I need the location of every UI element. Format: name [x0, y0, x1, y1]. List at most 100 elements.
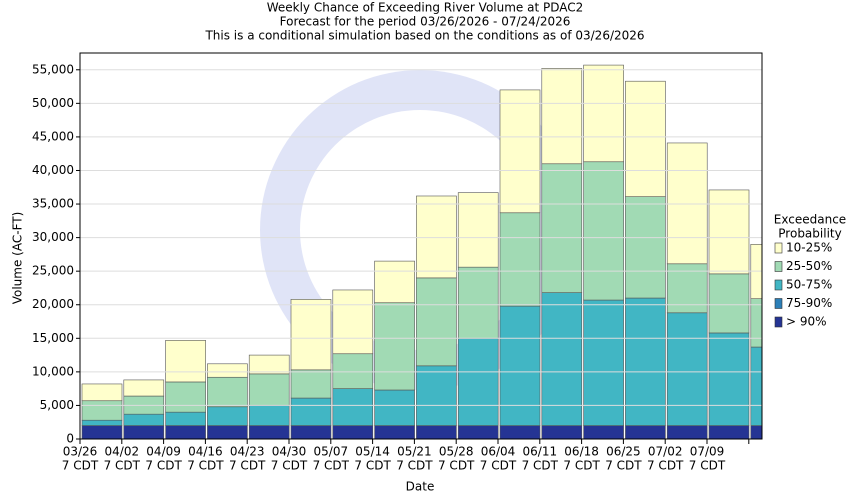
- bar-segment: [583, 64, 624, 163]
- plot-frame: [79, 52, 763, 440]
- legend-swatch: [774, 279, 783, 291]
- chart-title: Weekly Chance of Exceeding River Volume …: [267, 1, 584, 15]
- legend-title: Exceedance: [774, 213, 846, 227]
- x-tick-sublabel: 7 CDT: [396, 459, 433, 473]
- bar-segment: [708, 189, 750, 275]
- bar-segment: [165, 340, 206, 383]
- bar-segment: [583, 425, 624, 439]
- bar-segment: [165, 425, 206, 439]
- x-tick-sublabel: 7 CDT: [62, 459, 99, 473]
- x-tick-sublabel: 7 CDT: [563, 459, 600, 473]
- bar-segment: [332, 353, 374, 389]
- y-tick-label: 45,000: [32, 129, 74, 143]
- bar-segment: [81, 425, 123, 439]
- bar-segment: [248, 425, 290, 439]
- y-tick-label: 5,000: [40, 398, 74, 412]
- x-tick-sublabel: 7 CDT: [145, 459, 182, 473]
- bar-segment: [541, 425, 583, 439]
- bar-segment: [290, 369, 332, 399]
- bar-segment: [499, 305, 541, 426]
- x-tick-sublabel: 7 CDT: [605, 459, 642, 473]
- legend-swatch: [774, 298, 783, 309]
- x-tick-label: 05/07: [314, 445, 349, 459]
- x-axis-label: Date: [406, 480, 435, 494]
- x-tick-label: 04/30: [272, 445, 307, 459]
- y-tick-label: 25,000: [32, 264, 74, 278]
- bar-segment: [666, 142, 708, 265]
- x-tick-label: 06/18: [564, 445, 599, 459]
- bar-segment: [332, 289, 374, 355]
- x-tick-sublabel: 7 CDT: [104, 459, 141, 473]
- y-tick-label: 20,000: [32, 297, 74, 311]
- bar-segment: [123, 425, 165, 439]
- bar-segment: [248, 354, 290, 375]
- bar-segment: [499, 89, 541, 214]
- bar-segment: [625, 297, 666, 426]
- plot-area: [81, 64, 762, 439]
- x-tick-label: 04/02: [105, 445, 140, 459]
- x-tick-sublabel: 7 CDT: [187, 459, 224, 473]
- x-tick-label: 05/28: [439, 445, 474, 459]
- bar-segment: [750, 346, 762, 426]
- chart-subtitle: This is a conditional simulation based o…: [204, 29, 644, 43]
- y-tick-label: 35,000: [32, 197, 74, 211]
- bar-segment: [457, 338, 499, 426]
- legend-swatch: [774, 242, 783, 254]
- x-tick-label: 05/14: [355, 445, 390, 459]
- bar-segment: [248, 373, 290, 406]
- bar-segment: [207, 376, 248, 408]
- x-tick-sublabel: 7 CDT: [271, 459, 308, 473]
- bar-segment: [165, 381, 206, 413]
- bar-segment: [583, 161, 624, 301]
- bar-segment: [750, 425, 762, 439]
- x-tick-sublabel: 7 CDT: [438, 459, 475, 473]
- bar-segment: [332, 388, 374, 426]
- bar-segment: [541, 163, 583, 293]
- legend-label: 10-25%: [786, 241, 832, 255]
- x-tick-sublabel: 7 CDT: [313, 459, 350, 473]
- legend-swatch: [774, 261, 783, 272]
- x-tick-label: 06/04: [481, 445, 516, 459]
- bar-segment: [416, 195, 457, 279]
- legend-label: 75-90%: [786, 296, 832, 310]
- bar-segment: [207, 406, 248, 426]
- bar-segment: [290, 299, 332, 371]
- x-tick-label: 04/16: [188, 445, 223, 459]
- bar-segment: [541, 68, 583, 165]
- y-axis-label: Volume (AC-FT): [11, 212, 25, 305]
- legend-title: Probability: [778, 227, 841, 241]
- x-tick-label: 04/09: [146, 445, 181, 459]
- x-tick-label: 06/11: [523, 445, 558, 459]
- bar-segment: [583, 299, 624, 426]
- bar-segment: [290, 397, 332, 426]
- bar-segment: [625, 196, 666, 299]
- bar-segment: [457, 425, 499, 439]
- x-tick-label: 03/26: [63, 445, 98, 459]
- y-tick-label: 30,000: [32, 230, 74, 244]
- bar-segment: [708, 425, 750, 439]
- x-tick-sublabel: 7 CDT: [480, 459, 517, 473]
- bar-segment: [123, 413, 165, 426]
- bar-segment: [708, 273, 750, 334]
- bar-segment: [499, 425, 541, 439]
- bar-segment: [666, 425, 708, 439]
- bar-segment: [81, 400, 123, 421]
- x-tick-sublabel: 7 CDT: [229, 459, 266, 473]
- bar-segment: [81, 419, 123, 426]
- bar-segment: [374, 389, 415, 426]
- bar-segment: [416, 425, 457, 439]
- bar-segment: [374, 425, 415, 439]
- y-tick-label: 15,000: [32, 331, 74, 345]
- bar-segment: [248, 405, 290, 426]
- x-tick-sublabel: 7 CDT: [522, 459, 559, 473]
- bar-segment: [123, 379, 165, 397]
- x-tick-sublabel: 7 CDT: [689, 459, 726, 473]
- chart-subtitle: Forecast for the period 03/26/2026 - 07/…: [280, 15, 571, 29]
- bar-segment: [499, 212, 541, 307]
- bar-segment: [207, 363, 248, 378]
- x-tick-sublabel: 7 CDT: [354, 459, 391, 473]
- x-tick-sublabel: 7 CDT: [647, 459, 684, 473]
- bar-segment: [165, 411, 206, 426]
- x-tick-label: 07/09: [690, 445, 725, 459]
- bar-segment: [81, 383, 123, 402]
